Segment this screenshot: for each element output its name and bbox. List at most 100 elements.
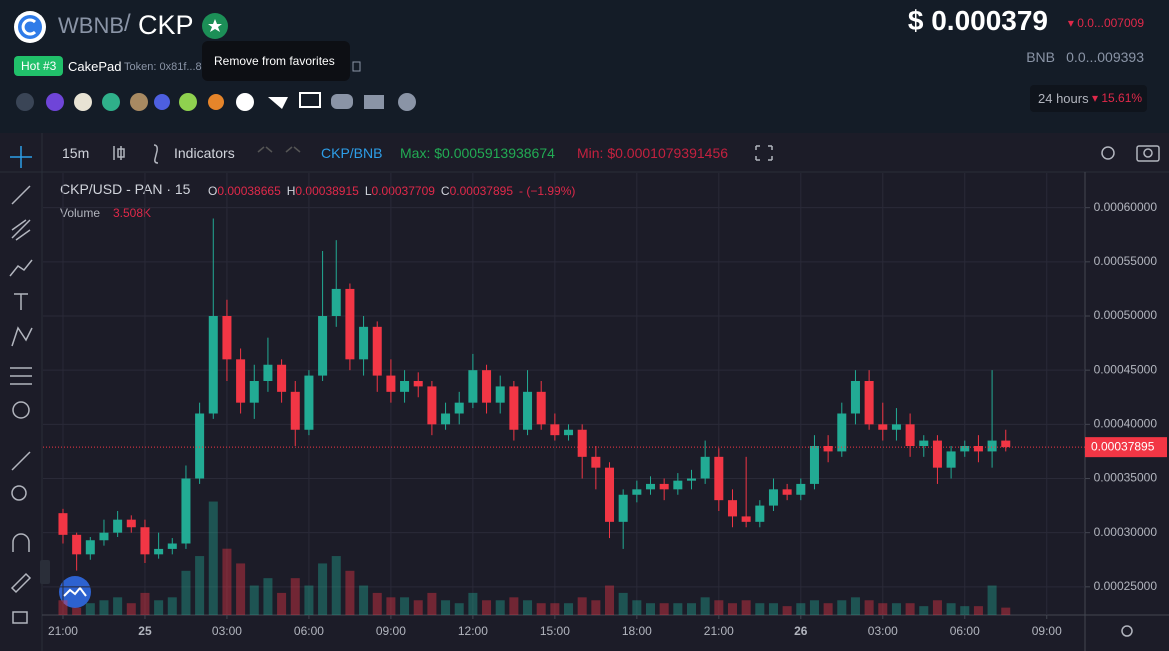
candle-body [727, 500, 737, 517]
volume-bar [441, 600, 451, 615]
volume-bar [659, 603, 669, 615]
x-tick-label: 25 [138, 624, 152, 638]
candle-body [427, 386, 437, 425]
volume-bar [891, 603, 901, 615]
volume-bar [905, 603, 915, 615]
volume-bar [427, 592, 437, 615]
volume-bar [208, 501, 218, 615]
volume-bar [796, 603, 806, 615]
volume-bar [400, 597, 410, 615]
volume-bar [1001, 607, 1011, 615]
hot-badge: Hot #3 [14, 56, 64, 76]
y-tick-label: 0.00035000 [1094, 471, 1158, 485]
volume-bar [632, 600, 642, 615]
volume-bar [523, 600, 533, 615]
candle-body [372, 326, 382, 376]
volume-bar [550, 603, 560, 615]
volume-bar [645, 603, 656, 615]
volume-bar [113, 597, 123, 615]
volume-bar [222, 548, 232, 615]
volume-bar [768, 603, 778, 615]
separator: / [124, 10, 131, 37]
y-tick-label: 0.00040000 [1094, 417, 1158, 431]
x-tick-label: 06:00 [294, 624, 324, 638]
candle-body [523, 391, 533, 430]
candle-body [850, 381, 860, 414]
period-change: ▾ 15.61% [1092, 91, 1143, 105]
x-tick-label: 06:00 [950, 624, 980, 638]
candle-body [632, 489, 642, 495]
volume-bar [536, 603, 546, 615]
volume-bar [482, 600, 492, 615]
price: $ 0.000379 [907, 5, 1048, 36]
volume-bar [946, 603, 956, 615]
volume-bar [850, 597, 860, 615]
volume-bar [372, 592, 382, 615]
ohlc-key: H [286, 184, 296, 198]
indicators[interactable]: Indicators [174, 145, 235, 161]
candle-body [400, 381, 410, 392]
volume-bar [99, 600, 109, 615]
max: Max: $0.0005913938674 [400, 145, 555, 161]
x-tick-label: 09:00 [376, 624, 406, 638]
candle-body [796, 483, 806, 495]
candle-body [99, 532, 109, 541]
candle-body [905, 424, 915, 446]
candle-body [878, 424, 888, 430]
candle-body [318, 316, 328, 376]
y-tick-label: 0.00055000 [1094, 254, 1158, 268]
y-tick-label: 0.00060000 [1094, 200, 1158, 214]
candle-body [140, 527, 150, 555]
candle-body [987, 440, 997, 452]
candle-body [645, 483, 656, 490]
interval[interactable]: 15m [62, 145, 90, 161]
volume-bar [509, 597, 519, 615]
candle-body [755, 505, 765, 522]
candle-body [700, 456, 710, 479]
volume-bar [782, 606, 792, 615]
candle-body [195, 413, 205, 479]
volume-bar [837, 600, 847, 615]
x-tick-label: 03:00 [212, 624, 242, 638]
candle-body [946, 451, 956, 468]
ohlc-value: 0.00037709 [371, 184, 435, 198]
candle-body [837, 413, 847, 452]
source[interactable]: CakePad [68, 59, 122, 74]
candle-body [72, 534, 82, 555]
candle-body [605, 467, 615, 522]
period-select[interactable] [1030, 85, 1147, 112]
tooltip: Remove from favorites [202, 41, 350, 81]
candle-body [714, 456, 724, 501]
x-tick-label: 12:00 [458, 624, 488, 638]
volume-bar [495, 600, 505, 615]
candle-body [482, 370, 492, 403]
volume-bar [714, 600, 724, 615]
candle-body [181, 478, 191, 544]
volume-bar [564, 603, 574, 615]
volume-bar [85, 603, 95, 615]
candle-body [154, 548, 164, 555]
price-change: ▾ 0.0...007009 [1067, 16, 1144, 30]
pair[interactable]: CKP/BNB [321, 145, 383, 161]
volume-bar [932, 600, 942, 615]
y-tick-label: 0.00050000 [1094, 308, 1158, 322]
x-tick-label: 26 [794, 624, 808, 638]
volume-bar [345, 570, 355, 615]
bnb-label: BNB [1026, 49, 1055, 65]
volume-bar [973, 606, 983, 615]
ohlc-change: - (−1.99%) [519, 184, 576, 198]
volume-bar [591, 600, 601, 615]
candle-body [304, 375, 314, 430]
period[interactable]: 24 hours [1038, 91, 1089, 106]
volume-bar [454, 603, 464, 615]
candle-body [331, 288, 341, 316]
candle-body [919, 440, 929, 446]
volume-bar [359, 585, 369, 615]
candle-body [768, 489, 778, 506]
candle-body [208, 316, 218, 414]
volume-bar [987, 585, 997, 615]
header-icons [14, 11, 416, 111]
candle-body [973, 446, 983, 452]
volume-bar [755, 603, 765, 615]
